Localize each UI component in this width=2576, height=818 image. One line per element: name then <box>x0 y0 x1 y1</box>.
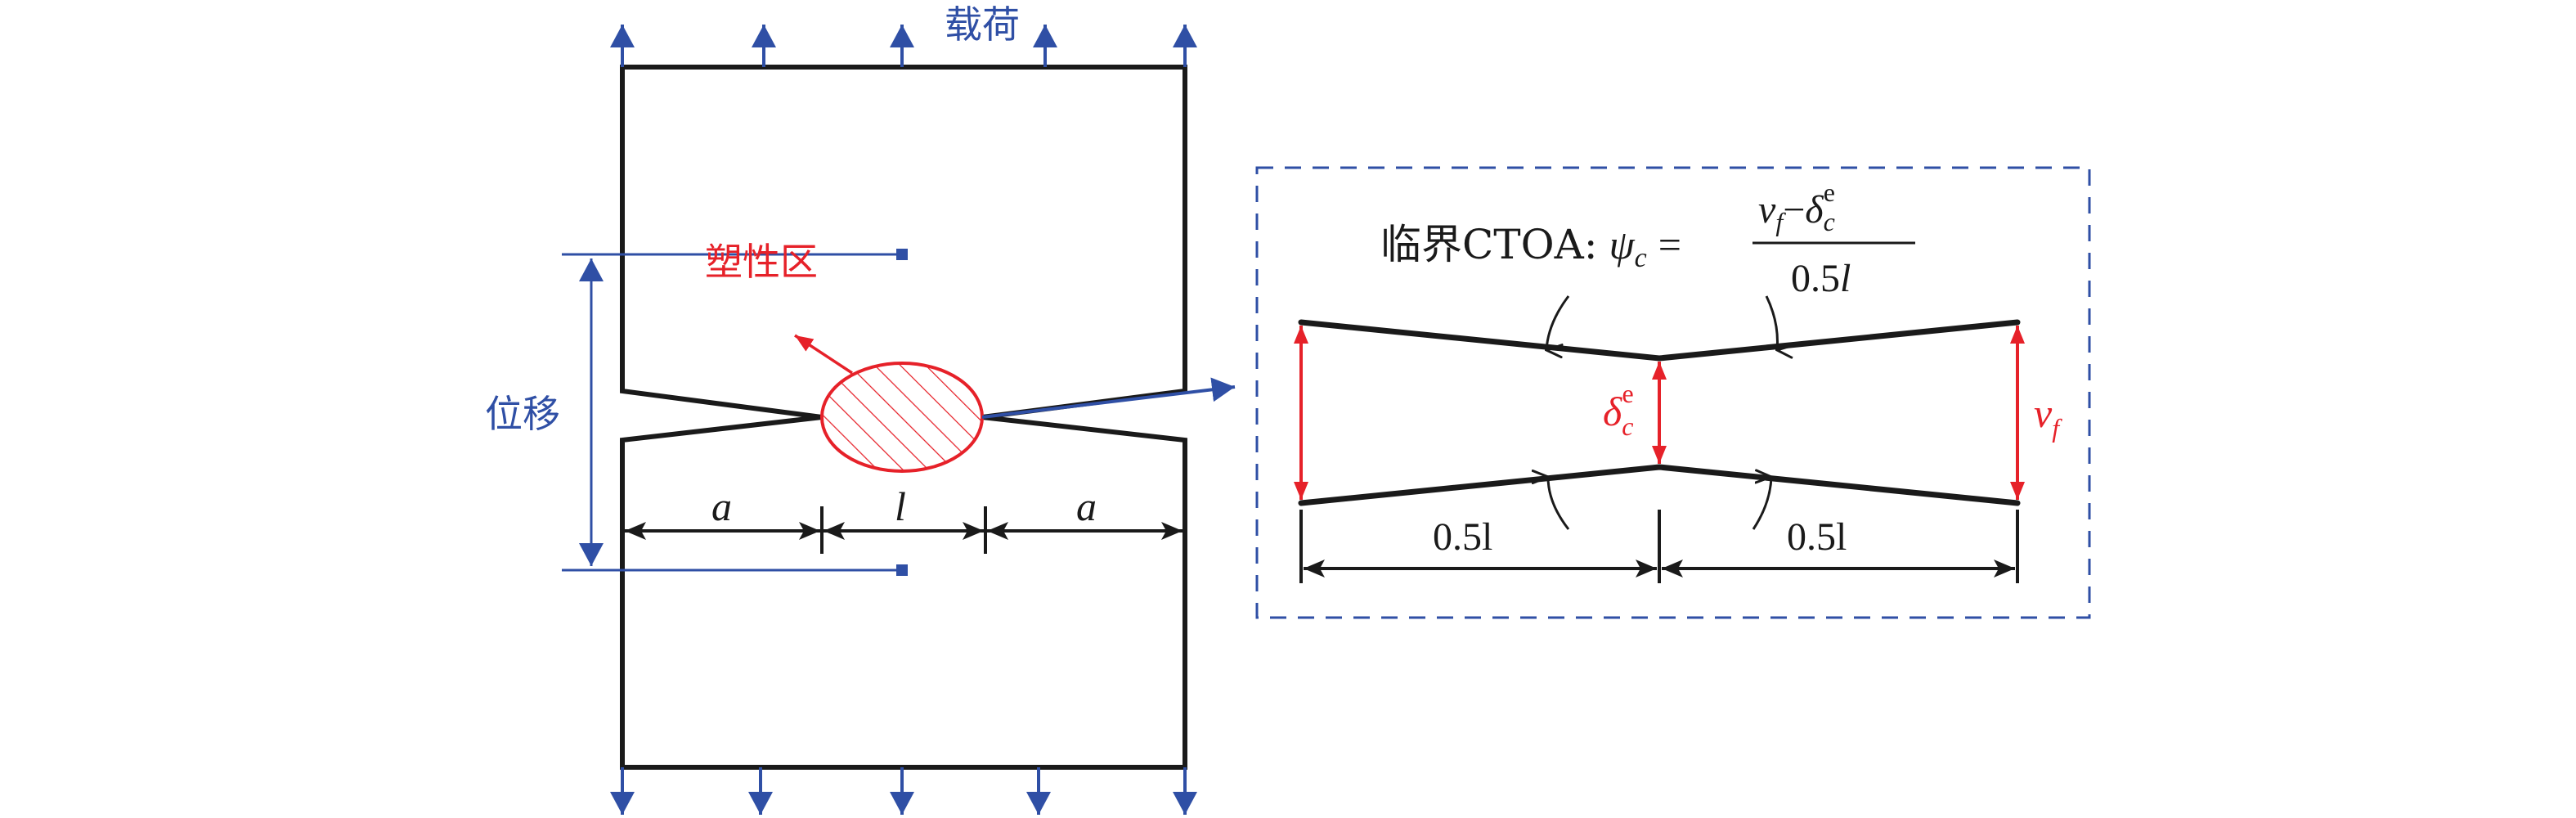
ctoa-formula: 临界CTOA: ψc = vf−δce 0.5l <box>1380 178 1915 300</box>
svg-text:临界CTOA:ψc=: 临界CTOA: ψc = <box>1380 221 1681 273</box>
plastic-zone-label: 塑性区 <box>705 240 818 284</box>
zoom-connector-arrow <box>981 377 1236 419</box>
vf-label: vf <box>2034 390 2062 443</box>
plastic-zone <box>820 362 984 473</box>
displacement-gauge <box>562 253 902 572</box>
gauge-point-bottom <box>896 564 908 576</box>
svg-text:vf−δce: vf−δce <box>1758 178 1835 236</box>
delta-c-label: δce <box>1603 379 1634 441</box>
displacement-label: 位移 <box>485 392 560 436</box>
angle-arcs <box>1546 295 1777 530</box>
load-arrows-bottom <box>610 767 1197 815</box>
half-l-right-label: 0.5l <box>1787 515 1847 559</box>
svg-text:0.5l: 0.5l <box>1791 257 1851 300</box>
dimension-half-l <box>1299 510 2019 583</box>
load-arrows-top <box>610 25 1197 67</box>
load-label: 载荷 <box>945 2 1020 47</box>
plastic-zone-pointer <box>794 334 853 375</box>
dimension-a-l-a <box>625 506 1183 554</box>
dim-a-right-label: a <box>1076 483 1097 529</box>
detail-box <box>1255 166 2091 619</box>
dim-a-left-label: a <box>711 483 732 529</box>
gauge-point-top <box>896 249 908 260</box>
half-l-left-label: 0.5l <box>1433 515 1492 559</box>
crack-profile <box>1298 319 2021 506</box>
opening-arrows <box>1294 326 2025 500</box>
dim-l-label: l <box>895 483 906 529</box>
